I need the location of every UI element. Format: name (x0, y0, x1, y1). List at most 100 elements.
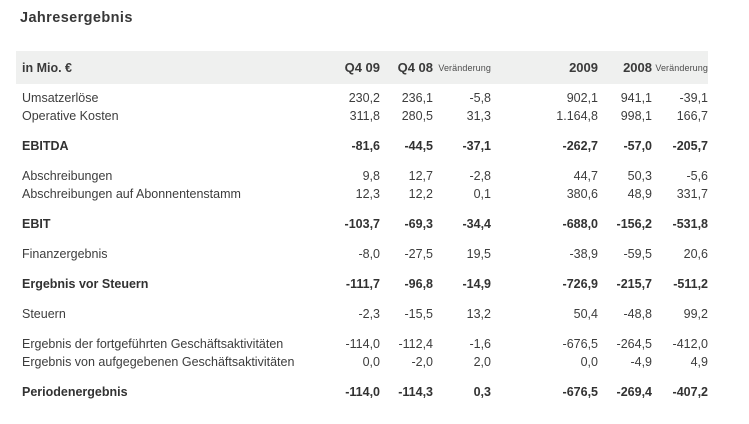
cell-veraenderung-year: -531,8 (672, 217, 708, 231)
table-row: Operative Kosten 311,8 280,5 31,3 1.164,… (16, 107, 708, 125)
cell-q4-09: -2,3 (358, 307, 380, 321)
cell-2008: 998,1 (620, 109, 652, 123)
cell-veraenderung-year: -511,2 (673, 277, 708, 291)
cell-q4-09: 12,3 (355, 187, 380, 201)
row-label: EBIT (22, 217, 51, 231)
cell-q4-08: -2,0 (411, 355, 433, 369)
col-header-veraenderung-year: Veränderung (652, 51, 708, 84)
cell-veraenderung-year: -412,0 (672, 337, 708, 351)
table-row: Finanzergebnis -8,0 -27,5 19,5 -38,9 -59… (16, 233, 708, 263)
col-header-q4-08: Q4 08 (380, 51, 433, 84)
row-label: Ergebnis vor Steuern (22, 277, 149, 291)
row-label: EBITDA (22, 139, 69, 153)
cell-2008: -156,2 (616, 217, 652, 231)
table-header-row: in Mio. € Q4 09 Q4 08 Veränderung 2009 2… (16, 51, 708, 84)
cell-q4-08: -96,8 (404, 277, 434, 291)
row-label: Periodenergebnis (22, 385, 128, 399)
row-label: Ergebnis von aufgegebenen Geschäftsaktiv… (22, 355, 295, 369)
cell-q4-09: -114,0 (345, 385, 380, 399)
cell-q4-09: 9,8 (362, 169, 380, 183)
page-title: Jahresergebnis (20, 10, 133, 26)
cell-q4-09: 0,0 (362, 355, 380, 369)
cell-2008: -4,9 (630, 355, 652, 369)
cell-q4-09: -114,0 (345, 337, 380, 351)
cell-q4-08: -15,5 (404, 307, 434, 321)
cell-q4-08: 12,7 (408, 169, 433, 183)
row-label: Ergebnis der fortgeführten Geschäftsakti… (22, 337, 284, 351)
row-label: Umsatzerlöse (22, 91, 99, 105)
cell-q4-08: -27,5 (404, 247, 434, 261)
cell-2008: -48,8 (623, 307, 653, 321)
table-row: Ergebnis der fortgeführten Geschäftsakti… (16, 323, 708, 353)
cell-veraenderung-quarter: 31,3 (466, 109, 491, 123)
row-label: Finanzergebnis (22, 247, 108, 261)
cell-2009: -676,5 (562, 337, 598, 351)
cell-q4-09: 230,2 (348, 91, 380, 105)
cell-2008: 48,9 (627, 187, 652, 201)
cell-q4-08: 12,2 (408, 187, 433, 201)
table-row-periodenergebnis: Periodenergebnis -114,0 -114,3 0,3 -676,… (16, 371, 708, 401)
col-header-2008: 2008 (598, 51, 652, 84)
cell-veraenderung-year: 166,7 (676, 109, 708, 123)
cell-q4-08: -114,3 (398, 385, 433, 399)
cell-2009: 1.164,8 (556, 109, 598, 123)
cell-veraenderung-quarter: 0,3 (473, 385, 491, 399)
cell-veraenderung-quarter: -37,1 (462, 139, 492, 153)
table-row-ergebnis-vor-steuern: Ergebnis vor Steuern -111,7 -96,8 -14,9 … (16, 263, 708, 293)
cell-q4-08: -44,5 (404, 139, 434, 153)
cell-2009: 44,7 (573, 169, 598, 183)
cell-2008: 941,1 (620, 91, 652, 105)
table-row: Abschreibungen 9,8 12,7 -2,8 44,7 50,3 -… (16, 155, 708, 185)
cell-2009: -676,5 (562, 385, 598, 399)
cell-2009: 902,1 (566, 91, 598, 105)
cell-veraenderung-year: 4,9 (690, 355, 708, 369)
unit-label: in Mio. € (16, 51, 322, 84)
table-row: Ergebnis von aufgegebenen Geschäftsaktiv… (16, 353, 708, 371)
cell-2009: 50,4 (573, 307, 598, 321)
cell-2008: -269,4 (616, 385, 652, 399)
cell-q4-09: -8,0 (358, 247, 380, 261)
cell-q4-09: -81,6 (351, 139, 381, 153)
cell-q4-09: -103,7 (344, 217, 380, 231)
table-row: Umsatzerlöse 230,2 236,1 -5,8 902,1 941,… (16, 84, 708, 107)
col-header-2009: 2009 (491, 51, 598, 84)
cell-veraenderung-quarter: -2,8 (469, 169, 491, 183)
cell-veraenderung-quarter: 0,1 (473, 187, 491, 201)
cell-2008: -57,0 (623, 139, 653, 153)
cell-q4-08: -69,3 (404, 217, 434, 231)
table-row: Steuern -2,3 -15,5 13,2 50,4 -48,8 99,2 (16, 293, 708, 323)
cell-veraenderung-quarter: -14,9 (462, 277, 492, 291)
table-row-ebit: EBIT -103,7 -69,3 -34,4 -688,0 -156,2 -5… (16, 203, 708, 233)
cell-veraenderung-year: 99,2 (683, 307, 708, 321)
cell-q4-08: -112,4 (398, 337, 433, 351)
cell-q4-09: -111,7 (345, 277, 380, 291)
col-header-q4-09: Q4 09 (322, 51, 380, 84)
cell-q4-08: 236,1 (401, 91, 433, 105)
cell-veraenderung-quarter: -1,6 (469, 337, 491, 351)
cell-2008: -264,5 (616, 337, 652, 351)
row-label: Abschreibungen auf Abonnentenstamm (22, 187, 241, 201)
table-row-ebitda: EBITDA -81,6 -44,5 -37,1 -262,7 -57,0 -2… (16, 125, 708, 155)
cell-veraenderung-quarter: -34,4 (462, 217, 492, 231)
cell-2008: -59,5 (623, 247, 653, 261)
cell-2009: -726,9 (562, 277, 598, 291)
cell-q4-08: 280,5 (401, 109, 433, 123)
col-header-veraenderung-quarter: Veränderung (433, 51, 491, 84)
cell-veraenderung-quarter: 19,5 (466, 247, 491, 261)
cell-2009: 380,6 (566, 187, 598, 201)
cell-veraenderung-year: -407,2 (672, 385, 708, 399)
results-table: in Mio. € Q4 09 Q4 08 Veränderung 2009 2… (16, 51, 708, 401)
cell-veraenderung-year: -5,6 (686, 169, 708, 183)
cell-veraenderung-quarter: 13,2 (466, 307, 491, 321)
cell-veraenderung-quarter: -5,8 (469, 91, 491, 105)
cell-2009: -262,7 (562, 139, 598, 153)
cell-2008: -215,7 (616, 277, 652, 291)
cell-veraenderung-year: -205,7 (672, 139, 708, 153)
page: { "page": { "title": "Jahresergebnis" },… (0, 10, 749, 424)
cell-veraenderung-year: 20,6 (683, 247, 708, 261)
row-label: Abschreibungen (22, 169, 113, 183)
row-label: Operative Kosten (22, 109, 119, 123)
cell-2009: -38,9 (569, 247, 599, 261)
cell-veraenderung-year: -39,1 (679, 91, 709, 105)
cell-2009: 0,0 (580, 355, 598, 369)
